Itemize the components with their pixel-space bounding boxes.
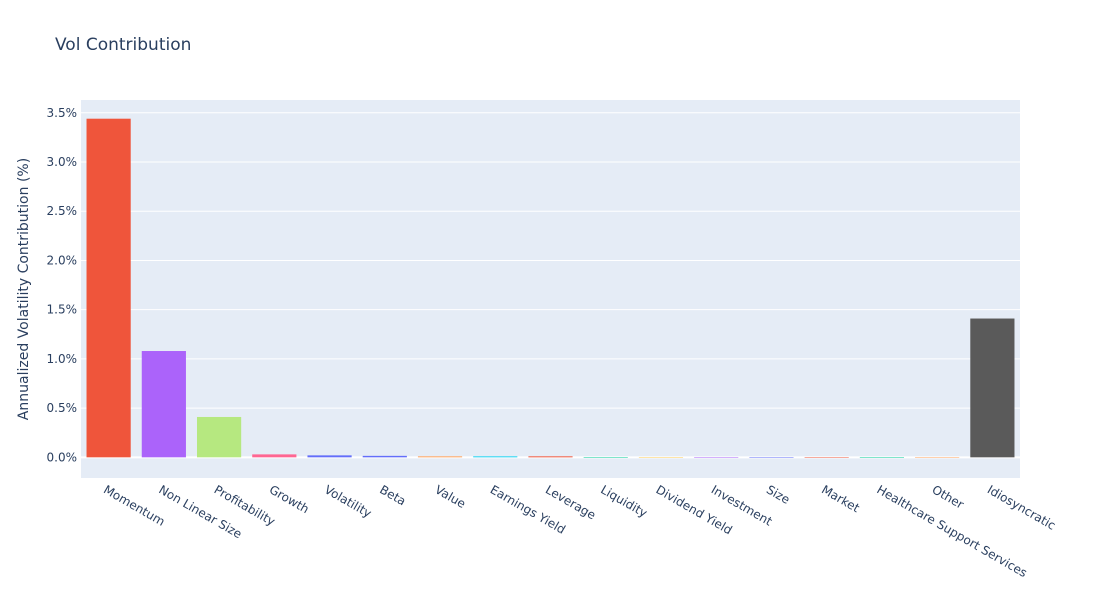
bar	[915, 457, 960, 458]
bar	[307, 455, 352, 458]
x-tick-label: Momentum	[101, 482, 167, 528]
bar	[362, 455, 407, 458]
bar	[528, 456, 573, 458]
chart-title: Vol Contribution	[55, 35, 191, 55]
bar	[141, 351, 186, 458]
x-tick-label: Idiosyncratic	[985, 482, 1058, 532]
x-tick-label: Other	[930, 482, 967, 511]
y-tick-label: 0.0%	[47, 450, 78, 464]
y-tick-label: 1.5%	[47, 303, 78, 317]
x-tick-label: Growth	[267, 482, 312, 516]
x-tick-label: Size	[764, 482, 792, 506]
bar	[749, 457, 794, 458]
x-tick-label: Market	[819, 482, 862, 515]
bar	[417, 456, 463, 458]
y-tick-label: 0.5%	[47, 401, 78, 415]
bar	[804, 457, 849, 458]
y-tick-label: 3.0%	[47, 155, 78, 169]
bar	[638, 457, 684, 458]
y-tick-label: 3.5%	[47, 106, 78, 120]
x-tick-label: Value	[433, 482, 469, 511]
bar	[970, 318, 1015, 458]
y-tick-label: 1.0%	[47, 352, 78, 366]
y-tick-label: 2.0%	[47, 253, 78, 267]
x-tick-label: Liquidity	[598, 482, 649, 520]
bar	[473, 456, 518, 458]
y-tick-label: 2.5%	[47, 204, 78, 218]
plot-area	[81, 100, 1020, 478]
bar	[252, 454, 297, 458]
bar	[86, 118, 131, 458]
y-axis-title: Annualized Volatility Contribution (%)	[16, 158, 32, 420]
bar	[694, 457, 739, 458]
bar	[196, 416, 242, 458]
bar	[859, 457, 905, 458]
x-tick-label: Beta	[377, 482, 408, 508]
bar	[583, 457, 628, 458]
x-tick-label: Volatility	[322, 482, 374, 520]
